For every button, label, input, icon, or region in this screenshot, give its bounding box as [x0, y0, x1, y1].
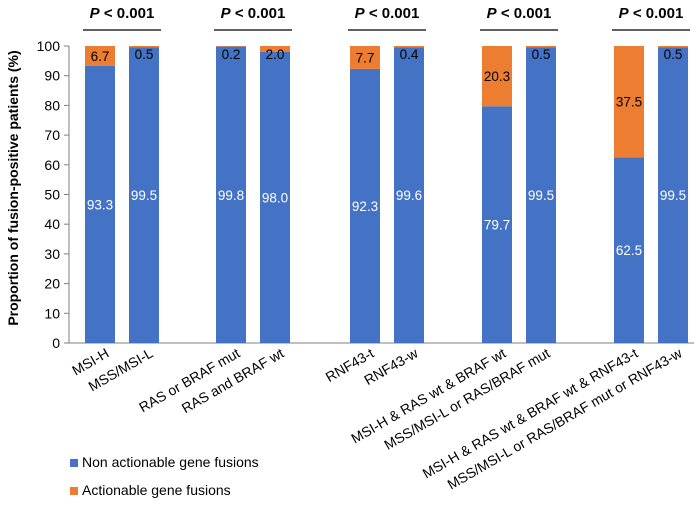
data-label-non-actionable: 99.6 — [396, 188, 422, 203]
bar-actionable — [260, 46, 290, 52]
y-tick-label: 20 — [44, 276, 60, 292]
data-label-actionable: 0.4 — [400, 47, 419, 62]
data-label-non-actionable: 79.7 — [484, 218, 510, 233]
data-label-non-actionable: 98.0 — [262, 190, 288, 205]
legend-swatch — [70, 459, 78, 467]
bar-actionable — [482, 46, 512, 107]
data-label-non-actionable: 99.8 — [218, 188, 244, 203]
legend-swatch — [70, 487, 78, 495]
data-label-non-actionable: 92.3 — [352, 199, 378, 214]
data-label-actionable: 0.5 — [664, 47, 683, 62]
y-tick-label: 40 — [44, 216, 60, 232]
p-value-label: P < 0.001 — [355, 5, 420, 22]
bar-non-actionable — [216, 46, 246, 344]
bar-actionable — [350, 46, 380, 69]
bar-non-actionable — [85, 65, 115, 344]
chart-data-labels: 93.3 6.7 99.5 0.5 99.8 0.2 98.0 2.0 92.3 7.7 99.6 0… — [87, 47, 686, 258]
data-label-actionable: 0.2 — [222, 47, 241, 62]
legend-label: Actionable gene fusions — [82, 482, 231, 498]
bar-actionable — [614, 46, 644, 158]
bar-actionable — [216, 46, 246, 47]
data-label-non-actionable: 93.3 — [87, 197, 113, 212]
data-label-actionable: 0.5 — [135, 47, 154, 62]
data-label-actionable: 0.5 — [532, 47, 551, 62]
legend-label: Non actionable gene fusions — [82, 454, 259, 470]
chart-legend: Non actionable gene fusions Actionable ge… — [70, 454, 259, 498]
p-value-label: P < 0.001 — [619, 5, 684, 22]
y-tick-label: 30 — [44, 246, 60, 262]
y-tick-label: 80 — [44, 97, 60, 113]
bar-actionable — [129, 46, 159, 48]
p-value-label: P < 0.001 — [221, 5, 286, 22]
y-tick-label: 0 — [52, 335, 60, 351]
p-value-label: P < 0.001 — [90, 5, 155, 22]
bar-non-actionable — [614, 157, 644, 343]
data-label-non-actionable: 99.5 — [660, 188, 686, 203]
data-label-non-actionable: 62.5 — [616, 243, 642, 258]
bar-non-actionable — [526, 47, 556, 344]
bar-actionable — [658, 46, 688, 48]
bar-non-actionable — [658, 47, 688, 344]
y-tick-label: 50 — [44, 187, 60, 203]
chart-bars — [85, 46, 688, 344]
bar-actionable — [394, 46, 424, 48]
bar-actionable — [526, 46, 556, 48]
bar-non-actionable — [350, 68, 380, 343]
data-label-actionable: 37.5 — [616, 95, 642, 110]
bar-non-actionable — [394, 47, 424, 344]
bar-non-actionable — [260, 51, 290, 343]
y-tick-label: 70 — [44, 127, 60, 143]
chart-axes: 0 10 20 30 40 50 60 70 80 90 100 — [37, 38, 694, 351]
p-value-label: P < 0.001 — [487, 5, 552, 22]
chart-p-value-annotations: P < 0.001 P < 0.001 P < 0.001 P < 0.001 P < … — [83, 5, 690, 31]
data-label-actionable: 20.3 — [484, 69, 510, 84]
y-tick-label: 10 — [44, 305, 60, 321]
data-label-actionable: 7.7 — [356, 50, 375, 65]
bar-non-actionable — [129, 47, 159, 344]
bar-actionable — [85, 46, 115, 66]
y-tick-label: 60 — [44, 157, 60, 173]
bar-non-actionable — [482, 106, 512, 343]
data-label-actionable: 6.7 — [91, 49, 110, 64]
y-tick-label: 90 — [44, 68, 60, 84]
y-tick-label: 100 — [37, 38, 61, 54]
data-label-non-actionable: 99.5 — [131, 188, 157, 203]
y-axis-label: Proportion of fusion-positive patients (… — [5, 50, 21, 325]
data-label-actionable: 2.0 — [266, 47, 285, 62]
data-label-non-actionable: 99.5 — [528, 188, 554, 203]
